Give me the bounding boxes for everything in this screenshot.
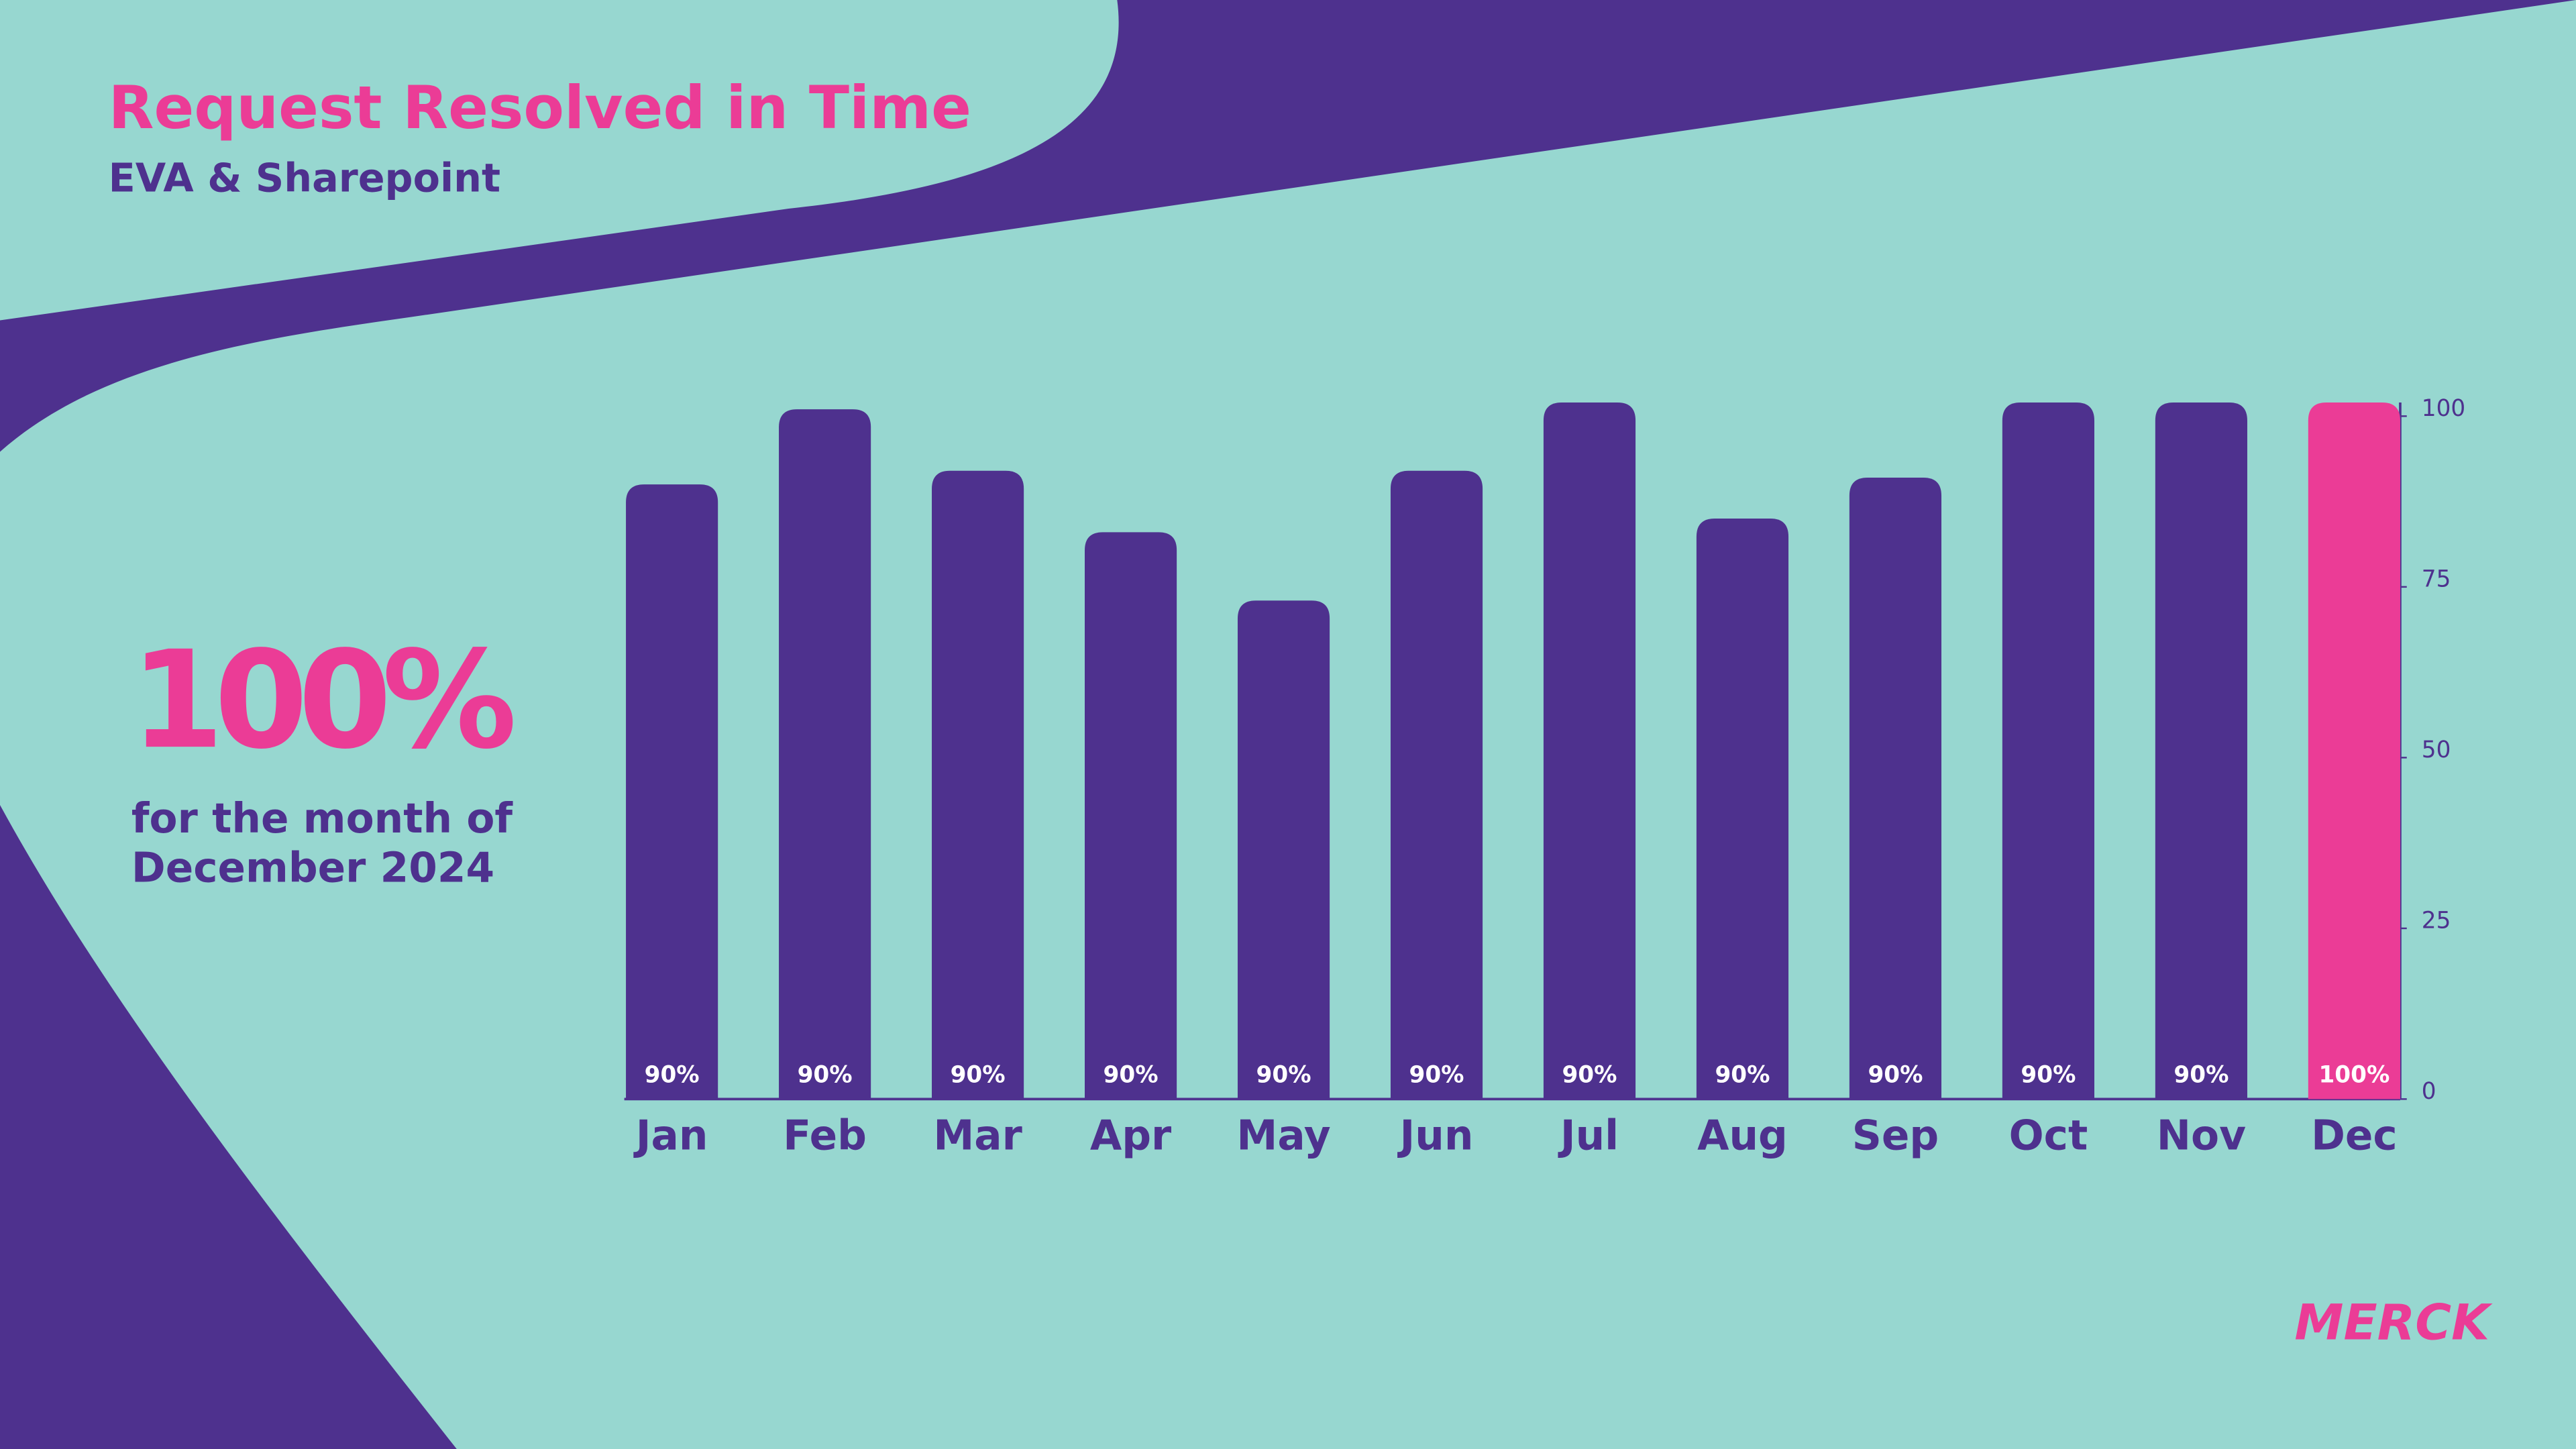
decor-corner <box>0 805 457 1449</box>
chart-subtitle: EVA & Sharepoint <box>109 154 500 201</box>
bar-label: 90% <box>1868 1062 1923 1089</box>
callout-text: for the month of <box>131 795 514 843</box>
bar <box>626 484 718 1099</box>
bar <box>1696 519 1789 1099</box>
bar <box>2308 402 2400 1099</box>
decor-band <box>0 0 2576 452</box>
x-tick-label: Sep <box>1852 1112 1939 1160</box>
x-tick-label: Nov <box>2157 1112 2246 1160</box>
bar-label: 90% <box>2021 1062 2076 1089</box>
chart-title: Request Resolved in Time <box>109 73 971 142</box>
y-tick-label: 0 <box>2422 1078 2436 1105</box>
bar-label: 90% <box>1256 1062 1311 1089</box>
x-tick-label: Jan <box>633 1112 708 1160</box>
x-tick-label: Jun <box>1397 1112 1474 1160</box>
callout-text: December 2024 <box>131 845 494 892</box>
y-tick-label: 25 <box>2422 908 2451 934</box>
bar <box>1543 402 1636 1099</box>
x-tick-label: May <box>1236 1112 1330 1160</box>
x-tick-label: Aug <box>1697 1112 1788 1160</box>
x-tick-label: Oct <box>2009 1112 2088 1160</box>
x-tick-label: Jul <box>1558 1112 1619 1160</box>
bar <box>779 409 871 1099</box>
plot: 0 25 50 75 100 90% Jan 90% Feb 90% Mar 90% Apr 90% May… <box>624 395 2465 1160</box>
x-tick-label: Mar <box>933 1112 1022 1160</box>
bar <box>1849 477 1942 1099</box>
bar <box>2155 402 2247 1099</box>
bar <box>2002 402 2095 1099</box>
logo: MERCK <box>2294 1294 2493 1351</box>
x-tick-label: Feb <box>783 1112 867 1160</box>
x-tick-label: Apr <box>1090 1112 1172 1160</box>
bar-label: 90% <box>1562 1062 1617 1089</box>
bar <box>932 470 1024 1099</box>
bar-label: 90% <box>798 1062 853 1089</box>
bar <box>1237 600 1330 1099</box>
bar-label: 100% <box>2318 1062 2390 1089</box>
y-tick-label: 50 <box>2422 737 2451 763</box>
callout-value: 100% <box>130 623 513 779</box>
bar-label: 90% <box>1715 1062 1770 1089</box>
bar-label: 90% <box>645 1062 700 1089</box>
bar-label: 90% <box>1104 1062 1159 1089</box>
y-tick-label: 100 <box>2422 395 2465 422</box>
x-tick-label: Dec <box>2311 1112 2398 1160</box>
bar <box>1390 470 1483 1099</box>
bar-label: 90% <box>2174 1062 2229 1089</box>
bar-label: 90% <box>1409 1062 1464 1089</box>
bar <box>1084 532 1177 1099</box>
y-tick-label: 75 <box>2422 566 2451 593</box>
bar-label: 90% <box>951 1062 1006 1089</box>
